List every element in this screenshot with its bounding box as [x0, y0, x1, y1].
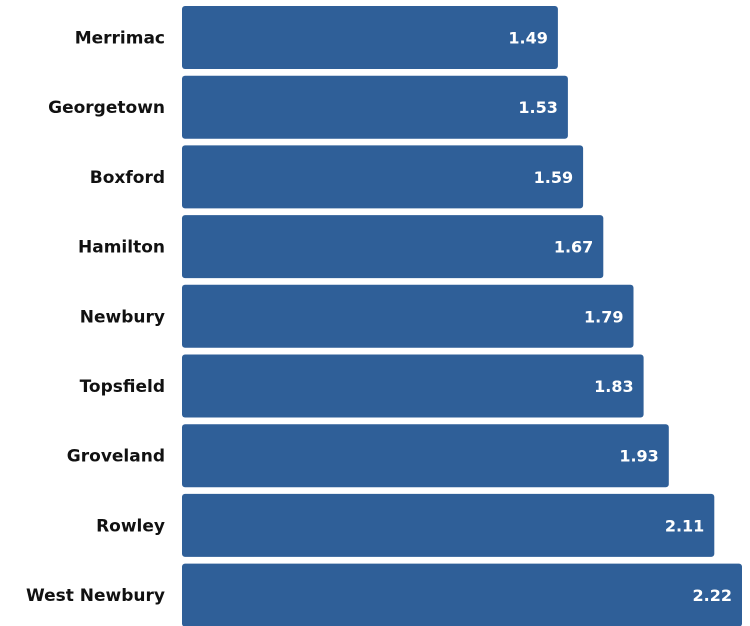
category-label: Boxford	[90, 168, 165, 188]
bar-west-newbury	[182, 563, 742, 626]
bar-hamilton	[182, 215, 604, 279]
bar-topsfield	[182, 354, 644, 418]
category-label: Groveland	[67, 447, 165, 467]
value-label: 1.79	[584, 307, 623, 326]
value-labels: 1.49 1.53 1.59 1.67 1.79 1.83 1.93 2.11 2.22	[508, 29, 732, 606]
value-label: 1.53	[518, 98, 557, 117]
category-label: Merrimac	[75, 29, 165, 49]
value-label: 2.22	[693, 586, 732, 605]
value-label: 1.67	[554, 238, 593, 257]
category-label: West Newbury	[26, 586, 165, 606]
bar-groveland	[182, 424, 669, 488]
bar-newbury	[182, 284, 634, 348]
category-label: Rowley	[96, 516, 165, 536]
category-label: Georgetown	[48, 98, 165, 118]
value-label: 2.11	[665, 516, 704, 535]
value-label: 1.83	[594, 377, 633, 396]
category-label: Newbury	[80, 307, 165, 327]
bar-merrimac	[182, 6, 558, 69]
value-label: 1.93	[619, 447, 658, 466]
category-labels: Merrimac Georgetown Boxford Hamilton Newbury…	[26, 29, 165, 607]
bar-georgetown	[182, 75, 568, 139]
bar-rowley	[182, 493, 715, 557]
value-label: 1.59	[534, 168, 573, 187]
category-label: Topsfield	[80, 377, 165, 397]
bars	[182, 6, 742, 626]
category-label: Hamilton	[78, 238, 165, 258]
bar-boxford	[182, 145, 584, 209]
value-label: 1.49	[508, 29, 547, 48]
